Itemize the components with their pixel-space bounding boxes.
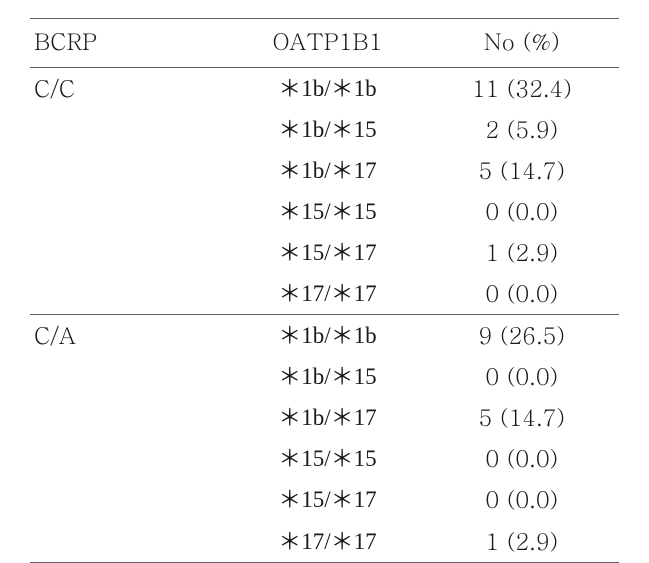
- cell-oatp: ＊15/＊15: [230, 438, 424, 479]
- cell-bcrp-empty: [30, 438, 230, 479]
- table-row: ＊15/＊17 1 (2.9): [30, 232, 619, 273]
- table-row: ＊17/＊17 1 (2.9): [30, 521, 619, 563]
- cell-no: 0 (0.0): [425, 438, 619, 479]
- cell-oatp: ＊15/＊17: [230, 479, 424, 520]
- cell-no: 1 (2.9): [425, 232, 619, 273]
- table-row: C/C ＊1b/＊1b 11 (32.4): [30, 68, 619, 110]
- col-header-bcrp: BCRP: [30, 19, 230, 68]
- cell-oatp: ＊1b/＊1b: [230, 315, 424, 357]
- cell-bcrp-empty: [30, 397, 230, 438]
- cell-oatp: ＊17/＊17: [230, 273, 424, 315]
- cell-bcrp-empty: [30, 273, 230, 315]
- cell-bcrp-empty: [30, 356, 230, 397]
- cell-oatp: ＊1b/＊17: [230, 150, 424, 191]
- cell-bcrp-empty: [30, 479, 230, 520]
- table-row: ＊17/＊17 0 (0.0): [30, 273, 619, 315]
- table-row: ＊15/＊15 0 (0.0): [30, 191, 619, 232]
- table-row: ＊1b/＊17 5 (14.7): [30, 397, 619, 438]
- cell-no: 2 (5.9): [425, 109, 619, 150]
- col-header-oatp: OATP1B1: [230, 19, 424, 68]
- cell-no: 5 (14.7): [425, 150, 619, 191]
- col-header-no: No (%): [425, 19, 619, 68]
- cell-bcrp-empty: [30, 521, 230, 563]
- cell-oatp: ＊15/＊15: [230, 191, 424, 232]
- table-row: ＊15/＊17 0 (0.0): [30, 479, 619, 520]
- cell-no: 0 (0.0): [425, 191, 619, 232]
- table-row: C/A ＊1b/＊1b 9 (26.5): [30, 315, 619, 357]
- table-row: ＊15/＊15 0 (0.0): [30, 438, 619, 479]
- cell-bcrp: C/A: [30, 315, 230, 357]
- table-row: ＊1b/＊15 0 (0.0): [30, 356, 619, 397]
- table-header-row: BCRP OATP1B1 No (%): [30, 19, 619, 68]
- cell-bcrp-empty: [30, 232, 230, 273]
- cell-bcrp-empty: [30, 150, 230, 191]
- cell-oatp: ＊15/＊17: [230, 232, 424, 273]
- cell-oatp: ＊1b/＊15: [230, 109, 424, 150]
- cell-no: 5 (14.7): [425, 397, 619, 438]
- cell-bcrp: C/C: [30, 68, 230, 110]
- cell-no: 9 (26.5): [425, 315, 619, 357]
- table-row: ＊1b/＊15 2 (5.9): [30, 109, 619, 150]
- cell-no: 0 (0.0): [425, 273, 619, 315]
- cell-no: 0 (0.0): [425, 479, 619, 520]
- cell-no: 0 (0.0): [425, 356, 619, 397]
- cell-oatp: ＊1b/＊15: [230, 356, 424, 397]
- cell-no: 11 (32.4): [425, 68, 619, 110]
- cell-oatp: ＊1b/＊1b: [230, 68, 424, 110]
- cell-oatp: ＊17/＊17: [230, 521, 424, 563]
- cell-oatp: ＊1b/＊17: [230, 397, 424, 438]
- cell-bcrp-empty: [30, 191, 230, 232]
- table-row: ＊1b/＊17 5 (14.7): [30, 150, 619, 191]
- cell-bcrp-empty: [30, 109, 230, 150]
- genotype-table: BCRP OATP1B1 No (%) C/C ＊1b/＊1b 11 (32.4…: [30, 18, 619, 563]
- cell-no: 1 (2.9): [425, 521, 619, 563]
